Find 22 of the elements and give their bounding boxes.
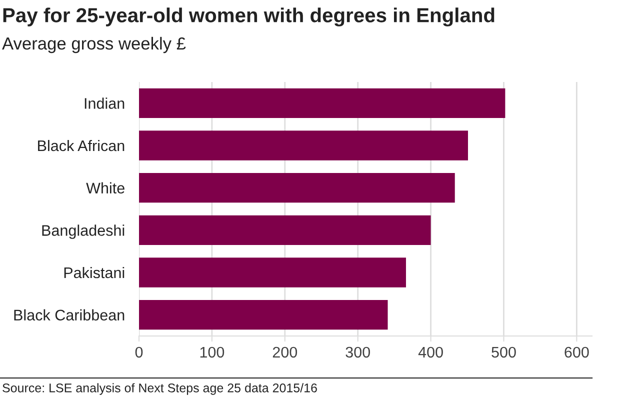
y-tick-label: Bangladeshi	[42, 224, 124, 239]
x-tick-label: 600	[564, 346, 589, 358]
y-tick-label: Indian	[84, 98, 124, 109]
x-tick-label: 100	[200, 346, 224, 358]
chart-subtitle: Average gross weekly £	[2, 36, 186, 54]
x-tick-label: 400	[418, 346, 443, 358]
x-tick-label: 0	[135, 346, 143, 358]
y-tick-label: Black African	[38, 140, 124, 152]
y-tick-label: Pakistani	[64, 266, 124, 278]
x-tick-label: 300	[346, 346, 370, 358]
bar	[139, 215, 431, 245]
bar	[139, 258, 406, 288]
y-tick-label: White	[86, 182, 124, 194]
x-tick-label: 500	[492, 346, 516, 358]
bar	[139, 88, 506, 118]
source-note: Source: LSE analysis of Next Steps age 25 data 2015/16	[2, 383, 317, 395]
bar	[139, 173, 455, 203]
bar	[139, 130, 468, 160]
y-tick-label: Black Caribbean	[14, 309, 124, 321]
bar	[139, 300, 388, 330]
chart-title: Pay for 25-year-old women with degrees in England	[3, 8, 494, 26]
x-tick-label: 200	[272, 346, 298, 358]
